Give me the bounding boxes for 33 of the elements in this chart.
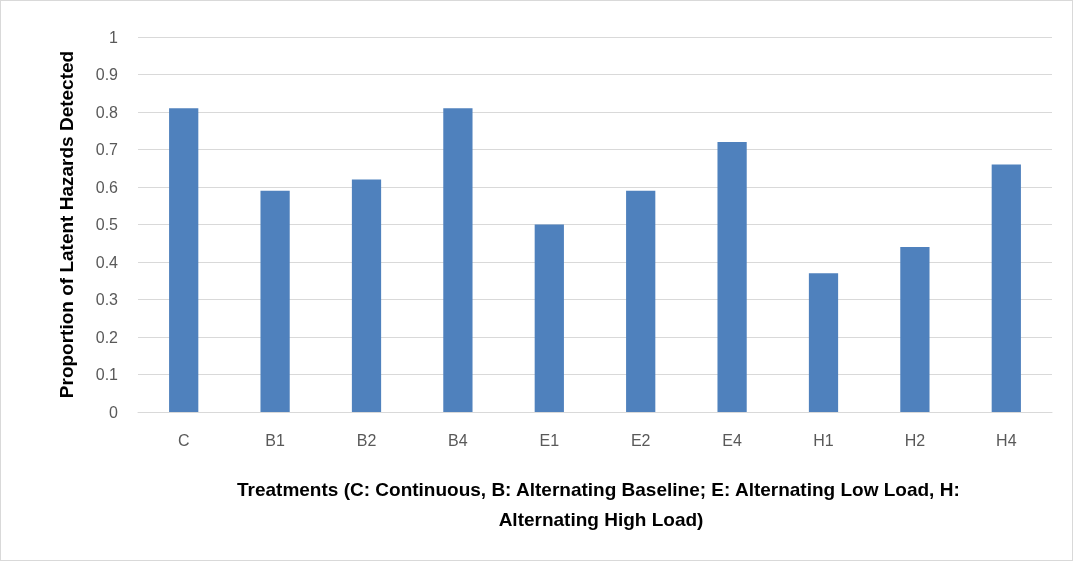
bar bbox=[443, 108, 473, 412]
y-tick-label: 0.4 bbox=[95, 253, 119, 271]
y-tick-label: 0 bbox=[109, 403, 119, 421]
y-tick-label: 0.1 bbox=[95, 366, 119, 383]
y-tick-label: 1 bbox=[109, 28, 119, 46]
bar bbox=[534, 224, 564, 412]
x-tick-label: H2 bbox=[904, 431, 926, 449]
y-axis-title: Proportion of Latent Hazards Detected bbox=[56, 50, 77, 399]
bar bbox=[351, 179, 382, 412]
bar bbox=[991, 164, 1021, 412]
y-tick-label: 0.8 bbox=[95, 103, 119, 121]
bar bbox=[808, 273, 839, 412]
y-tick-label: 0.7 bbox=[95, 141, 119, 158]
bar bbox=[260, 190, 290, 412]
bar bbox=[626, 190, 656, 412]
x-tick-label: E1 bbox=[539, 431, 560, 449]
y-tick-label: 0.6 bbox=[95, 178, 119, 196]
x-tick-label: B1 bbox=[265, 431, 285, 449]
x-tick-label: H1 bbox=[813, 431, 834, 449]
y-tick-label: 0.5 bbox=[95, 216, 119, 233]
x-tick-label: B2 bbox=[356, 431, 377, 449]
y-tick-label: 0.3 bbox=[95, 291, 119, 308]
x-tick-label: C bbox=[177, 431, 190, 449]
bar bbox=[717, 142, 747, 412]
y-tick-label: 0.9 bbox=[95, 66, 119, 83]
x-tick-label: B4 bbox=[448, 431, 468, 449]
x-tick-label: H4 bbox=[996, 431, 1017, 449]
x-tick-label: E2 bbox=[630, 431, 651, 449]
bar bbox=[169, 108, 199, 412]
x-axis-title: Treatments (C: Continuous, B: Alternating Baseline; E: Alternating Low Load, H: Alternating High Load) bbox=[236, 478, 966, 530]
x-tick-label: E4 bbox=[722, 431, 742, 449]
y-tick-label: 0.2 bbox=[95, 328, 119, 346]
bar bbox=[900, 247, 930, 412]
